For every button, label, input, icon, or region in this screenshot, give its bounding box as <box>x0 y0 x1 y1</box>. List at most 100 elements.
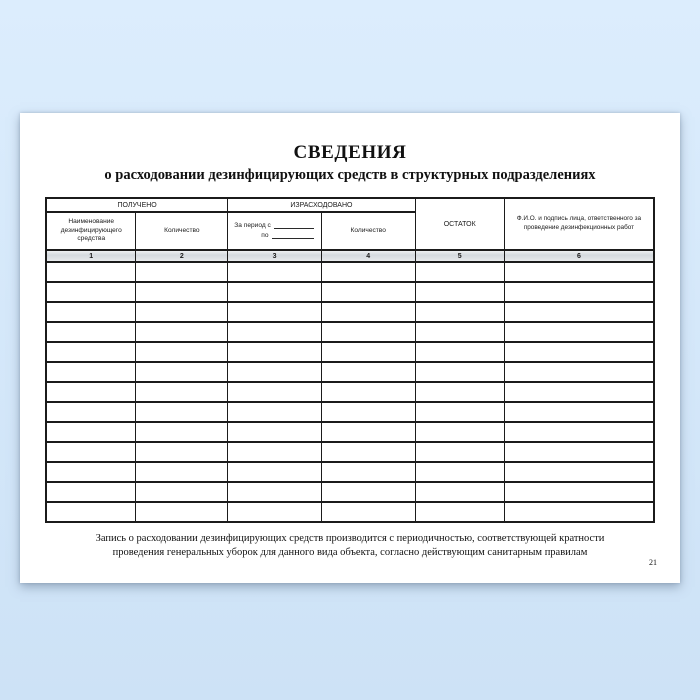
table-body: ПОЛУЧЕНО ИЗРАСХОДОВАНО ОСТАТОК Ф.И.О. и … <box>45 197 655 523</box>
column-number: 3 <box>227 249 322 263</box>
empty-cell <box>503 321 655 343</box>
empty-cell <box>45 461 137 483</box>
table-row <box>45 421 655 443</box>
empty-cell <box>503 341 655 363</box>
empty-cell <box>320 321 416 343</box>
empty-cell <box>320 461 416 483</box>
footer-note-line: проведения генеральных уборок для данног… <box>112 546 588 558</box>
empty-cell <box>135 461 229 483</box>
disinfectant-usage-table: ПОЛУЧЕНО ИЗРАСХОДОВАНО ОСТАТОК Ф.И.О. и … <box>45 197 655 523</box>
empty-cell <box>45 261 137 283</box>
empty-cell <box>414 401 505 423</box>
empty-cell <box>414 341 505 363</box>
empty-cell <box>227 441 322 463</box>
empty-cell <box>320 281 416 303</box>
empty-cell <box>227 281 322 303</box>
page-subtitle: о расходовании дезинфицирующих средств в… <box>104 167 596 183</box>
empty-cell <box>414 301 505 323</box>
empty-cell <box>45 321 137 343</box>
empty-cell <box>320 401 416 423</box>
empty-cell <box>227 421 322 443</box>
empty-cell <box>135 501 229 523</box>
empty-cell <box>227 261 322 283</box>
empty-cell <box>503 361 655 383</box>
empty-cell <box>503 401 655 423</box>
empty-cell <box>503 421 655 443</box>
table-row <box>45 301 655 323</box>
empty-cell <box>227 301 322 323</box>
blank-line <box>273 222 314 229</box>
empty-cell <box>135 261 229 283</box>
empty-cell <box>135 421 229 443</box>
table-row <box>45 261 655 283</box>
table-row <box>45 481 655 503</box>
empty-cell <box>227 401 322 423</box>
empty-cell <box>135 341 229 363</box>
empty-cell <box>45 281 137 303</box>
table-row <box>45 281 655 303</box>
table-row <box>45 381 655 403</box>
col-header-quantity-received: Количество <box>135 211 229 251</box>
column-number: 2 <box>135 249 229 263</box>
empty-cell <box>414 261 505 283</box>
group-header-received: ПОЛУЧЕНО <box>45 197 229 213</box>
empty-cell <box>320 441 416 463</box>
empty-cell <box>503 501 655 523</box>
empty-cell <box>414 281 505 303</box>
empty-cell <box>414 421 505 443</box>
column-number: 1 <box>45 249 137 263</box>
empty-cell <box>320 421 416 443</box>
empty-cell <box>320 501 416 523</box>
empty-cell <box>227 361 322 383</box>
table-row <box>45 361 655 383</box>
footer-note: Запись о расходовании дезинфицирующих ср… <box>20 532 680 559</box>
empty-cell <box>320 301 416 323</box>
empty-cell <box>503 441 655 463</box>
document-page: СВЕДЕНИЯ о расходовании дезинфицирующих … <box>20 113 680 583</box>
empty-cell <box>503 461 655 483</box>
empty-cell <box>227 501 322 523</box>
empty-cell <box>320 361 416 383</box>
empty-cell <box>45 441 137 463</box>
empty-cell <box>45 301 137 323</box>
table-row <box>45 321 655 343</box>
empty-cell <box>414 501 505 523</box>
column-header-row: Наименование дезинфицирующего средства К… <box>45 211 654 251</box>
empty-cell <box>414 361 505 383</box>
empty-cell <box>135 321 229 343</box>
empty-cell <box>45 481 137 503</box>
column-number: 4 <box>320 249 416 263</box>
empty-cell <box>45 421 137 443</box>
period-from-label: За период с <box>234 221 271 229</box>
empty-cell <box>227 461 322 483</box>
empty-cell <box>503 481 655 503</box>
table-row <box>45 341 655 363</box>
empty-cell <box>45 401 137 423</box>
column-number: 5 <box>414 249 505 263</box>
empty-cell <box>503 261 655 283</box>
group-header-remainder: ОСТАТОК <box>414 197 505 251</box>
empty-cell <box>135 481 229 503</box>
empty-cell <box>135 381 229 403</box>
empty-cell <box>227 481 322 503</box>
empty-cell <box>414 461 505 483</box>
period-to-line: по <box>234 232 314 240</box>
table-row <box>45 441 655 463</box>
group-header-row: ПОЛУЧЕНО ИЗРАСХОДОВАНО ОСТАТОК Ф.И.О. и … <box>45 197 655 251</box>
empty-cell <box>320 381 416 403</box>
empty-cell <box>135 281 229 303</box>
column-number-row: 1 2 3 4 5 6 <box>45 249 655 263</box>
table-row <box>45 461 655 483</box>
period-to-label: по <box>261 232 269 239</box>
group-header-used: ИЗРАСХОДОВАНО <box>227 197 416 213</box>
col-header-product-name: Наименование дезинфицирующего средства <box>45 211 137 251</box>
period-from-line: За период с <box>234 222 314 229</box>
group-header-responsible: Ф.И.О. и подпись лица, ответственного за… <box>503 197 655 251</box>
empty-cell <box>135 301 229 323</box>
empty-cell <box>135 441 229 463</box>
empty-cell <box>227 341 322 363</box>
footer-note-line: Запись о расходовании дезинфицирующих ср… <box>95 533 605 544</box>
empty-cell <box>503 301 655 323</box>
empty-cell <box>414 481 505 503</box>
